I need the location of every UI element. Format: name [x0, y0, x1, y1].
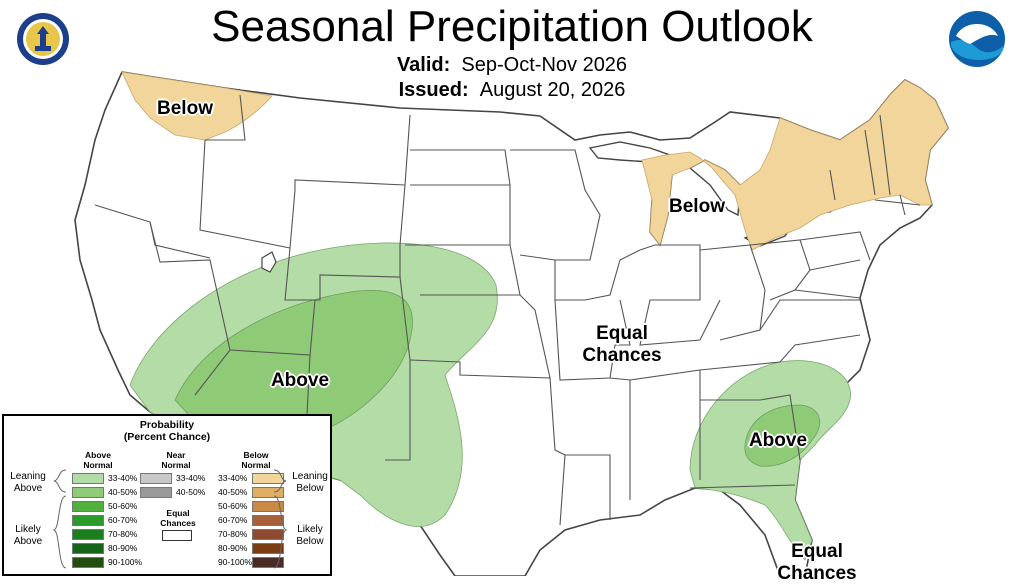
equal-line2: Chances [160, 518, 196, 528]
legend-above-label-1: 40-50% [108, 487, 138, 497]
legend-above-header: Above Normal [66, 450, 130, 470]
legend-below-label-6: 90-100% [218, 557, 253, 567]
legend-above-label-3: 60-70% [108, 515, 138, 525]
below-head-line2: Normal [241, 460, 271, 470]
legend-below-swatch-1 [252, 487, 284, 498]
legend-above-swatch-3 [72, 515, 104, 526]
legend-below-swatch-0 [252, 473, 284, 484]
valid-line: Valid: Sep-Oct-Nov 2026 [0, 54, 1024, 77]
equal-line1: Equal [166, 508, 190, 518]
leaning-below-line1: Leaning [292, 471, 328, 482]
issued-line: Issued: August 20, 2026 [0, 79, 1024, 102]
legend-near-label-1: 40-50% [176, 487, 206, 497]
legend-below-label-5: 80-90% [218, 543, 248, 553]
legend-above-label-6: 90-100% [108, 557, 143, 567]
near-head-line2: Normal [161, 460, 191, 470]
legend-below-header: Below Normal [224, 450, 288, 470]
legend-above-label-2: 50-60% [108, 501, 138, 511]
legend-below-label-3: 60-70% [218, 515, 248, 525]
commerce-seal-icon [17, 13, 69, 65]
legend-below-label-4: 70-80% [218, 529, 248, 539]
legend-near-header: Near Normal [144, 450, 208, 470]
page-title: Seasonal Precipitation Outlook [211, 2, 813, 51]
legend-below-label-2: 50-60% [218, 501, 248, 511]
legend-above-label-5: 80-90% [108, 543, 138, 553]
legend-below-swatch-5 [252, 543, 284, 554]
above-head-line1: Above [85, 450, 111, 460]
legend-below-swatch-6 [252, 557, 284, 568]
legend-above-braces [52, 469, 67, 569]
legend-above-swatch-0 [72, 473, 104, 484]
label-equal-chances-florida: Equal Chances [765, 541, 869, 585]
likely-above-line2: Above [13, 536, 43, 547]
issued-value: August 20, 2026 [479, 79, 626, 101]
noaa-logo-icon [949, 11, 1005, 67]
great-salt-lake [261, 251, 277, 273]
label-equal-chances-central: Equal Chances [570, 323, 674, 367]
legend-near-label-0: 33-40% [176, 473, 206, 483]
valid-label: Valid: [396, 54, 451, 76]
legend-near-swatch-0 [140, 473, 172, 484]
legend-title-line1: Probability [139, 419, 195, 431]
legend-above-label-0: 33-40% [108, 473, 138, 483]
legend-near-swatch-1 [140, 487, 172, 498]
central-line1: Equal [596, 323, 648, 344]
legend-equal-chances-label: Equal Chances [150, 508, 206, 528]
legend-equal-chances-swatch [162, 530, 192, 541]
legend-above-swatch-1 [72, 487, 104, 498]
legend-likely-above: Likely Above [8, 524, 48, 548]
legend-likely-below: Likely Below [290, 524, 330, 548]
legend-above-swatch-2 [72, 501, 104, 512]
legend-above-label-4: 70-80% [108, 529, 138, 539]
legend-leaning-below: Leaning Below [290, 471, 330, 495]
leaning-above-line2: Above [13, 483, 43, 494]
likely-above-line1: Likely [15, 524, 41, 535]
probability-legend: Probability (Percent Chance) Above Norma… [2, 414, 332, 576]
central-line2: Chances [582, 345, 662, 366]
florida-line1: Equal [791, 541, 843, 562]
label-below-northwest: Below [157, 98, 213, 119]
legend-title: Probability (Percent Chance) [4, 419, 330, 443]
leaning-above-line1: Leaning [10, 471, 46, 482]
legend-below-label-1: 40-50% [218, 487, 248, 497]
state-boundaries [94, 94, 921, 526]
label-below-great-lakes: Below [669, 196, 725, 217]
label-above-southeast: Above [748, 430, 808, 451]
legend-above-swatch-5 [72, 543, 104, 554]
leaning-below-line2: Below [296, 483, 324, 494]
below-33-40-northeast [641, 79, 949, 251]
likely-below-line1: Likely [297, 524, 323, 535]
below-head-line1: Below [243, 450, 269, 460]
issued-label: Issued: [398, 79, 469, 101]
legend-below-braces [273, 469, 288, 569]
legend-below-swatch-2 [252, 501, 284, 512]
legend-title-line2: (Percent Chance) [123, 431, 211, 443]
legend-above-swatch-4 [72, 529, 104, 540]
above-head-line2: Normal [83, 460, 113, 470]
label-above-southwest: Above [270, 370, 330, 391]
valid-value: Sep-Oct-Nov 2026 [461, 54, 628, 76]
above-40-50-southeast [744, 404, 821, 467]
legend-below-swatch-3 [252, 515, 284, 526]
legend-above-swatch-6 [72, 557, 104, 568]
near-head-line1: Near [166, 450, 186, 460]
legend-leaning-above: Leaning Above [8, 471, 48, 495]
likely-below-line2: Below [296, 536, 324, 547]
florida-line2: Chances [777, 563, 857, 584]
legend-below-label-0: 33-40% [218, 473, 248, 483]
